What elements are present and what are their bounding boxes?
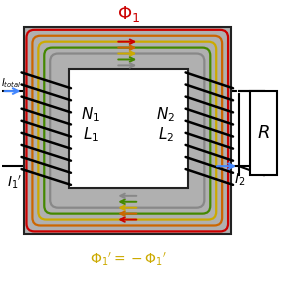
Bar (69, 69, 188, 188)
Text: $N_1$: $N_1$ (81, 105, 100, 124)
Text: $\Phi_1{}^{\prime} = -\Phi_1{}^{\prime}$: $\Phi_1{}^{\prime} = -\Phi_1{}^{\prime}$ (90, 250, 167, 268)
Bar (23, 27, 231, 234)
Text: $I_{total}$: $I_{total}$ (1, 76, 21, 90)
Text: $R$: $R$ (257, 124, 270, 142)
Text: $\Phi_1$: $\Phi_1$ (117, 4, 140, 24)
Text: $N_2$: $N_2$ (156, 105, 176, 124)
Text: $I_1{}^{\prime}$: $I_1{}^{\prime}$ (7, 173, 22, 191)
Text: $L_1$: $L_1$ (82, 125, 99, 144)
Text: $I_2$: $I_2$ (234, 172, 245, 188)
Text: $L_2$: $L_2$ (158, 125, 174, 144)
Bar (250, 91, 278, 175)
